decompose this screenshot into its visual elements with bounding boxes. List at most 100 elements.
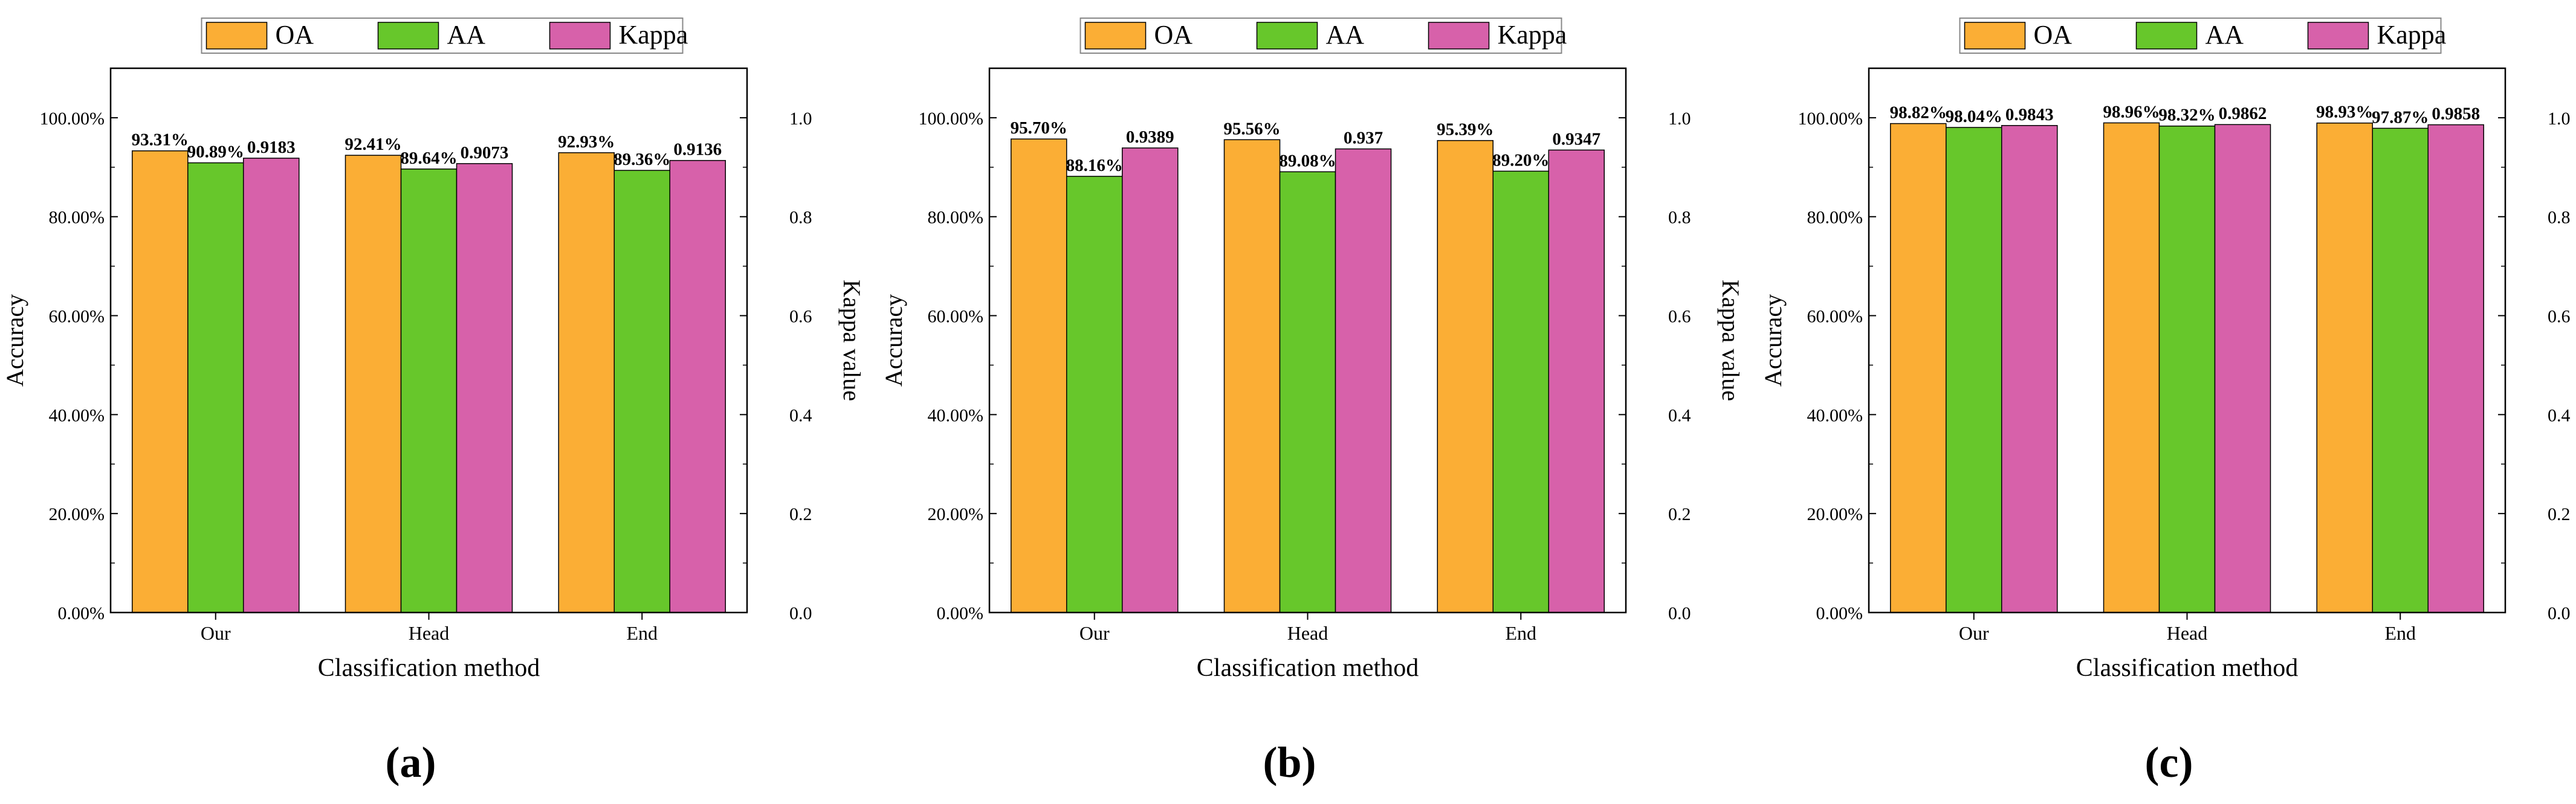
legend-label-oa: OA bbox=[1154, 20, 1193, 50]
y2-axis-title: Kappa value bbox=[1717, 280, 1744, 401]
y-tick-label: 80.00% bbox=[928, 208, 984, 228]
y-tick-label: 60.00% bbox=[49, 307, 105, 327]
legend-swatch-oa bbox=[1964, 22, 2026, 50]
data-label-oa-head: 98.96% bbox=[2103, 102, 2160, 121]
legend-swatch-kappa bbox=[1428, 22, 1490, 50]
bar-oa-our bbox=[1889, 123, 1947, 613]
bar-oa-end bbox=[2316, 122, 2374, 613]
bar-aa-our bbox=[1945, 127, 2002, 613]
y-tick-label: 80.00% bbox=[49, 208, 105, 228]
y-tick-label: 0.00% bbox=[58, 603, 105, 623]
x-axis-title: Classification method bbox=[1197, 654, 1419, 682]
y2-tick-label: 0.2 bbox=[789, 504, 812, 524]
legend-label-oa: OA bbox=[276, 20, 314, 50]
bar-oa-our bbox=[131, 150, 189, 613]
bar-kappa-head bbox=[1335, 148, 1392, 613]
bar-aa-end bbox=[613, 170, 671, 613]
bar-oa-head bbox=[2103, 122, 2160, 613]
y-axis-title: Accuracy bbox=[1759, 294, 1787, 387]
data-label-aa-our: 98.04% bbox=[1946, 107, 2002, 126]
y2-tick-label: 0.2 bbox=[1668, 504, 1691, 524]
chart-panel-2: OA AA Kappa 95.70% 88.16%0.9389 Our 95.56% 89.0… bbox=[880, 18, 1744, 786]
y-tick-label: 20.00% bbox=[928, 504, 984, 524]
y2-tick-label: 0.6 bbox=[789, 307, 812, 327]
bar-kappa-our bbox=[1121, 147, 1179, 613]
data-label-aa-head: 89.64% bbox=[400, 149, 457, 168]
data-label-kappa-end: 0.9347 bbox=[1552, 129, 1600, 149]
bar-oa-head bbox=[1223, 139, 1281, 613]
bar-oa-head bbox=[345, 155, 402, 613]
data-label-oa-our: 95.70% bbox=[1011, 118, 1067, 138]
y2-tick-label: 1.0 bbox=[789, 109, 812, 129]
data-label-oa-head: 92.41% bbox=[345, 135, 401, 154]
legend-swatch-oa bbox=[1084, 22, 1147, 50]
legend: OA AA Kappa bbox=[201, 18, 688, 54]
data-label-kappa-head: 0.937 bbox=[1344, 129, 1383, 148]
data-label-oa-our: 98.82% bbox=[1890, 103, 1947, 123]
legend-label-oa: OA bbox=[2034, 20, 2073, 50]
x-tick-label-end: End bbox=[2384, 622, 2416, 644]
data-label-oa-head: 95.56% bbox=[1223, 119, 1280, 138]
bar-kappa-head bbox=[2214, 124, 2271, 613]
y-tick-label: 0.00% bbox=[937, 603, 984, 623]
y2-tick-label: 0.2 bbox=[2548, 504, 2571, 524]
bar-kappa-our bbox=[242, 158, 300, 613]
x-tick-label-head: Head bbox=[2167, 622, 2208, 644]
data-label-oa-our: 93.31% bbox=[132, 130, 189, 150]
bar-kappa-end bbox=[2427, 124, 2485, 613]
panel-label: (b) bbox=[1263, 738, 1316, 786]
data-label-kappa-end: 0.9136 bbox=[673, 140, 722, 159]
y2-tick-label: 0.8 bbox=[789, 208, 812, 228]
legend-swatch-aa bbox=[1256, 22, 1318, 50]
y-tick-label: 40.00% bbox=[49, 405, 105, 425]
data-label-oa-end: 95.39% bbox=[1437, 120, 1493, 140]
legend-label-kappa: Kappa bbox=[619, 20, 688, 50]
y2-tick-label: 1.0 bbox=[2548, 109, 2571, 129]
bar-kappa-head bbox=[456, 163, 513, 613]
x-axis-title: Classification method bbox=[2076, 654, 2298, 682]
legend-label-aa: AA bbox=[447, 20, 486, 50]
panel-label: (a) bbox=[386, 738, 436, 786]
data-label-kappa-head: 0.9862 bbox=[2219, 104, 2267, 123]
y2-tick-label: 0.6 bbox=[2548, 307, 2571, 327]
bar-kappa-our bbox=[2001, 125, 2058, 613]
data-label-aa-end: 89.36% bbox=[613, 150, 670, 169]
x-axis-title: Classification method bbox=[318, 654, 540, 682]
x-tick-label-end: End bbox=[1505, 622, 1536, 644]
y-tick-label: 60.00% bbox=[1807, 307, 1863, 327]
bar-aa-head bbox=[1279, 171, 1336, 613]
y-axis-title: Accuracy bbox=[1, 294, 28, 387]
y-tick-label: 100.00% bbox=[919, 109, 984, 129]
x-tick-label-end: End bbox=[626, 622, 658, 644]
y-tick-label: 20.00% bbox=[1807, 504, 1863, 524]
bar-aa-our bbox=[1066, 176, 1123, 613]
legend-swatch-aa bbox=[377, 22, 439, 50]
y-tick-label: 40.00% bbox=[928, 405, 984, 425]
data-label-aa-end: 89.20% bbox=[1492, 150, 1549, 170]
bar-oa-end bbox=[558, 152, 615, 613]
x-tick-label-head: Head bbox=[1287, 622, 1328, 644]
bar-kappa-end bbox=[1548, 149, 1605, 613]
y-axis-title: Accuracy bbox=[880, 294, 907, 387]
legend-swatch-aa bbox=[2135, 22, 2198, 50]
y-tick-label: 80.00% bbox=[1807, 208, 1863, 228]
bar-aa-end bbox=[1492, 170, 1550, 613]
bar-aa-our bbox=[187, 162, 244, 613]
x-tick-label-our: Our bbox=[1079, 622, 1110, 644]
data-label-aa-end: 97.87% bbox=[2372, 108, 2429, 127]
data-label-aa-head: 98.32% bbox=[2158, 106, 2215, 125]
y2-tick-label: 0.0 bbox=[1668, 603, 1691, 623]
y2-tick-label: 0.6 bbox=[1668, 307, 1691, 327]
data-label-kappa-our: 0.9389 bbox=[1126, 127, 1174, 147]
bar-aa-end bbox=[2372, 127, 2429, 613]
data-label-kappa-our: 0.9843 bbox=[2005, 105, 2054, 124]
y2-tick-label: 0.4 bbox=[2548, 405, 2571, 425]
x-tick-label-our: Our bbox=[1959, 622, 1989, 644]
legend: OA AA Kappa bbox=[1959, 18, 2446, 54]
y-tick-label: 100.00% bbox=[40, 109, 105, 129]
data-label-aa-our: 90.89% bbox=[187, 143, 244, 162]
bar-kappa-end bbox=[669, 159, 727, 613]
legend-label-aa: AA bbox=[2205, 20, 2244, 50]
y-tick-label: 40.00% bbox=[1807, 405, 1863, 425]
